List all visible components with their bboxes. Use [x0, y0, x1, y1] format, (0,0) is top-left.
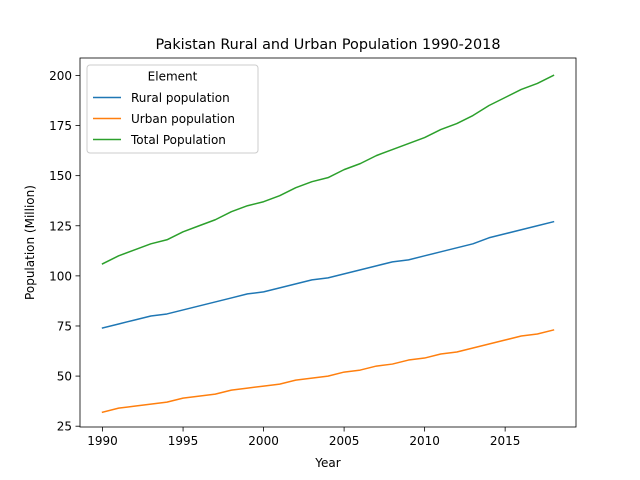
x-tick-label: 2005	[329, 434, 360, 448]
axes-frame	[79, 57, 577, 428]
y-axis-ticks: 25 50 75 100 125 150 175 200	[49, 69, 80, 434]
y-tick-label: 25	[57, 420, 72, 434]
x-tick-label: 2000	[248, 434, 279, 448]
legend-label-rural-population: Rural population	[131, 91, 230, 105]
x-tick-label: 2010	[409, 434, 440, 448]
y-tick-label: 50	[57, 370, 72, 384]
x-axis-label: Year	[314, 456, 340, 470]
y-tick-label: 125	[49, 219, 72, 233]
x-tick-label: 2015	[490, 434, 521, 448]
series-lines	[101, 74, 555, 414]
y-tick-label: 175	[49, 119, 72, 133]
series-line-urban-population	[101, 329, 555, 414]
legend-box	[86, 64, 259, 154]
y-tick-label: 100	[49, 269, 72, 283]
legend-title: Element	[148, 70, 198, 84]
legend-label-total-population: Total Population	[130, 133, 226, 147]
legend: Element Rural population Urban population…	[86, 64, 259, 154]
x-axis-ticks: 1990 1995 2000 2005 2010 2015	[87, 427, 520, 448]
chart-title: Pakistan Rural and Urban Population 1990…	[156, 37, 501, 53]
y-tick-label: 75	[57, 319, 72, 333]
series-line-rural-population	[101, 220, 555, 329]
series-line-total-population	[101, 74, 555, 265]
y-axis-label: Population (Million)	[23, 185, 37, 300]
y-tick-label: 200	[49, 69, 72, 83]
legend-label-urban-population: Urban population	[131, 112, 235, 126]
x-tick-label: 1990	[87, 434, 118, 448]
x-tick-label: 1995	[168, 434, 199, 448]
y-tick-label: 150	[49, 169, 72, 183]
